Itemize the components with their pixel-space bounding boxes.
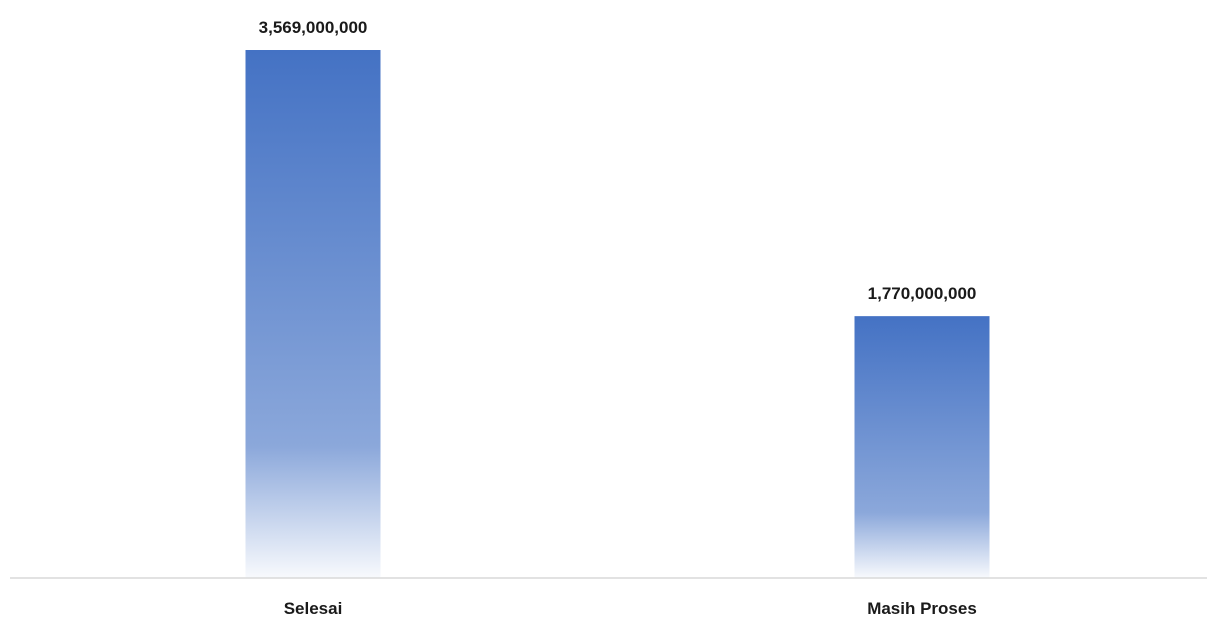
labels-layer: 3,569,000,000 Selesai 1,770,000,000 Masih P… xyxy=(259,18,977,618)
category-label-1: Selesai xyxy=(284,599,343,618)
data-label-2: 1,770,000,000 xyxy=(868,284,977,303)
bar-1 xyxy=(245,50,381,578)
bar-2 xyxy=(854,316,990,578)
category-label-2: Masih Proses xyxy=(867,599,977,618)
bars-layer xyxy=(245,50,990,578)
data-label-1: 3,569,000,000 xyxy=(259,18,368,37)
